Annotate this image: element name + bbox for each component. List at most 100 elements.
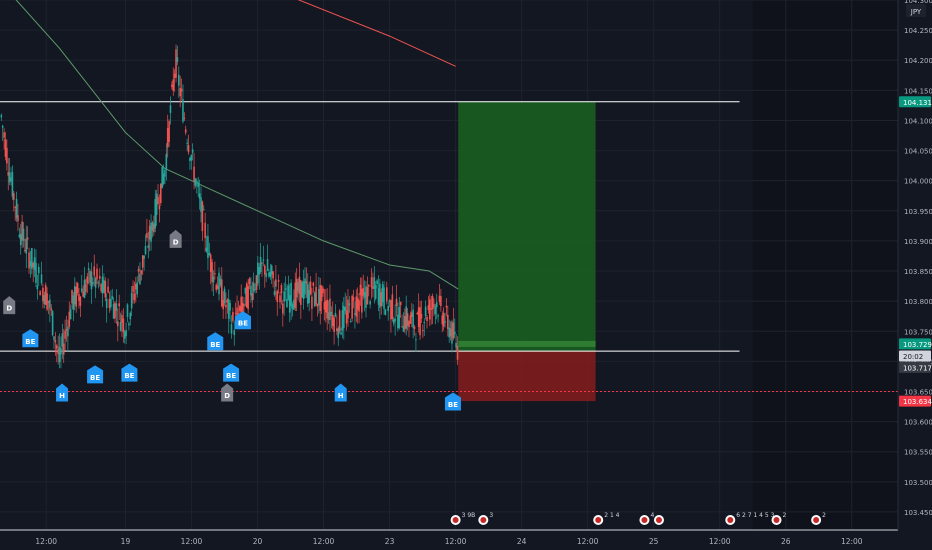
economic-calendar-icon[interactable]: 4 [639, 512, 654, 525]
candle-body [191, 149, 194, 153]
economic-calendar-icon[interactable]: 3 9B [450, 512, 476, 525]
candle-body [415, 339, 417, 341]
long-position-profit-zone[interactable] [458, 101, 596, 352]
candle-body [200, 197, 202, 212]
candle-body [347, 299, 349, 319]
event-marker[interactable]: BE [207, 332, 224, 351]
candle-body [61, 333, 64, 347]
candle-body [402, 325, 405, 332]
candle-body [19, 234, 22, 246]
time-axis[interactable] [0, 530, 932, 550]
candle-body [391, 294, 394, 319]
candle-body [55, 345, 58, 349]
candle-body [86, 276, 89, 284]
candle-body [319, 285, 322, 312]
candle-body [331, 315, 334, 327]
event-marker[interactable]: BE [22, 329, 39, 348]
event-marker[interactable]: BE [444, 392, 461, 411]
price-tag-label: 103.634 [903, 398, 932, 406]
price-tick-label: 104.200 [904, 57, 932, 65]
economic-calendar-icon[interactable] [653, 515, 664, 525]
candle-body [26, 237, 29, 240]
price-tag[interactable] [899, 338, 931, 350]
candle-body [287, 285, 290, 300]
price-tick-label: 104.050 [904, 148, 932, 156]
candle-body [68, 311, 71, 327]
candle-body [161, 166, 163, 189]
event-marker-shape [221, 383, 234, 402]
event-marker[interactable]: D [3, 296, 16, 315]
candle-body [119, 322, 122, 331]
candle-body [122, 318, 125, 333]
calendar-icon-label: 2 1 4 [604, 512, 619, 519]
price-tick-label: 104.250 [904, 27, 932, 35]
economic-calendar-icon[interactable]: 2 1 4 [593, 512, 620, 525]
candle-body [279, 295, 281, 303]
price-tick-label: 103.900 [904, 238, 932, 246]
candle-body [57, 349, 59, 355]
event-marker[interactable]: D [169, 229, 182, 248]
event-marker-label: BE [226, 372, 236, 380]
economic-calendar-icon[interactable]: 3 [478, 512, 493, 525]
candle-body [94, 278, 97, 288]
event-marker-shape [223, 363, 240, 382]
price-tag[interactable] [899, 96, 931, 108]
candle-body [39, 291, 41, 296]
price-tag[interactable] [899, 395, 931, 407]
candle-body [367, 284, 370, 287]
candle-body [64, 330, 66, 339]
event-marker[interactable]: H [334, 383, 347, 402]
candle-body [46, 293, 48, 310]
economic-calendar-icon[interactable]: 2 [811, 512, 826, 525]
economic-calendar-icon[interactable]: 6 2 7 1 4 5 3 [725, 512, 775, 525]
price-tag-label: 20:02 [903, 353, 923, 361]
currency-label: JPY [910, 8, 922, 16]
candle-body [36, 285, 39, 290]
candle-body [374, 285, 377, 299]
candle-body [85, 283, 87, 292]
moving-average-line[interactable] [17, 0, 456, 67]
long-position-loss-zone[interactable] [458, 351, 596, 402]
event-marker[interactable]: D [221, 383, 234, 402]
candle-body [178, 74, 180, 86]
event-marker[interactable]: BE [223, 363, 240, 382]
candle-body [294, 282, 297, 308]
candle-body [282, 303, 284, 314]
candle-body [8, 172, 11, 183]
economic-calendar-icon[interactable]: 2 [771, 512, 787, 525]
candle-body [269, 271, 272, 278]
candle-body [275, 279, 277, 287]
price-tag[interactable] [899, 350, 931, 362]
event-marker[interactable]: BE [87, 365, 104, 384]
price-axis[interactable] [898, 0, 932, 550]
candle-body [293, 299, 295, 310]
event-marker[interactable]: BE [234, 311, 251, 330]
time-tick-label: 12:00 [709, 537, 731, 546]
candle-body [351, 295, 353, 319]
candle-body [129, 312, 132, 320]
candle-body [236, 307, 238, 319]
candle-body [97, 282, 100, 284]
candle-body [394, 318, 396, 322]
price-tick-label: 103.550 [904, 449, 932, 457]
candle-body [390, 300, 392, 320]
candle-body [115, 303, 118, 311]
calendar-flag-dot [595, 517, 602, 523]
calendar-flag-dot [480, 517, 487, 523]
candle-body [196, 181, 198, 183]
event-marker-shape [22, 329, 39, 348]
moving-average-line[interactable] [0, 0, 459, 290]
candle-body [90, 271, 93, 290]
event-marker[interactable]: H [56, 383, 69, 402]
price-tick-label: 103.500 [904, 479, 932, 487]
event-marker[interactable]: BE [121, 363, 138, 382]
candle-body [53, 336, 55, 340]
price-tag[interactable] [899, 361, 931, 373]
candle-body [297, 282, 299, 292]
candle-body [356, 298, 359, 310]
candle-body [17, 215, 19, 222]
candle-body [322, 288, 324, 294]
candle-body [110, 298, 112, 308]
candle-body [128, 323, 130, 326]
